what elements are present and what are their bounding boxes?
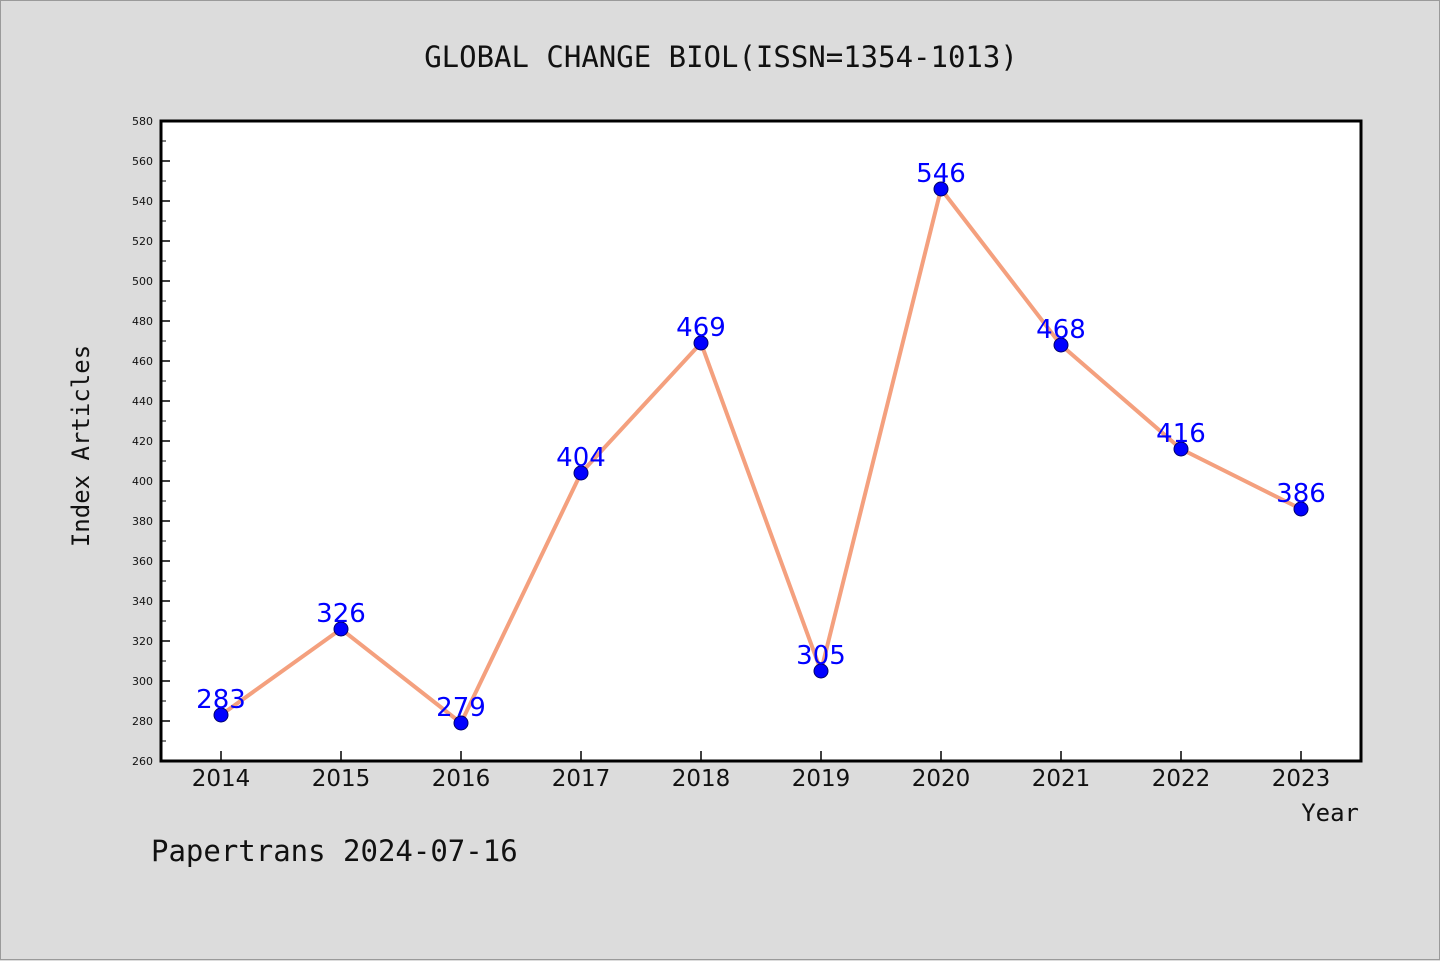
x-tick-label: 2021 [1032, 766, 1091, 792]
y-tick-label: 400 [132, 475, 153, 488]
y-tick-label: 340 [132, 595, 153, 608]
markers-group [213, 181, 1309, 731]
data-label: 416 [1156, 419, 1206, 449]
data-point [213, 707, 229, 723]
data-point [453, 715, 469, 731]
data-label: 386 [1276, 479, 1326, 509]
y-tick-label: 280 [132, 715, 153, 728]
plot-area [159, 119, 1363, 763]
data-point [333, 621, 349, 637]
x-tick-label: 2016 [432, 766, 491, 792]
y-axis: 260 280 300 320 340 360 380 400 420 440 460 480 500 5… [132, 115, 170, 768]
data-label: 283 [196, 685, 246, 715]
y-tick-label: 500 [132, 275, 153, 288]
x-tick-label: 2022 [1152, 766, 1211, 792]
data-labels-group: 283 326 279 404 469 305 546 468 416 386 [196, 159, 1326, 723]
data-point [693, 335, 709, 351]
x-tick-label: 2023 [1272, 766, 1331, 792]
data-label: 404 [556, 443, 606, 473]
x-axis-title: Year [1301, 799, 1359, 827]
x-axis: 2014 2015 2016 2017 2018 2019 2020 2021 2022 2023 [192, 751, 1331, 792]
y-tick-label: 520 [132, 235, 153, 248]
y-tick-label: 360 [132, 555, 153, 568]
data-label: 469 [676, 313, 726, 343]
data-label: 305 [796, 641, 846, 671]
data-point [933, 181, 949, 197]
x-tick-label: 2020 [912, 766, 971, 792]
y-tick-label: 300 [132, 675, 153, 688]
y-tick-label: 480 [132, 315, 153, 328]
chart-title: GLOBAL CHANGE BIOL(ISSN=1354-1013) [424, 40, 1018, 74]
data-label: 279 [436, 693, 486, 723]
footer-text: Papertrans 2024-07-16 [151, 834, 518, 868]
y-tick-label: 560 [132, 155, 153, 168]
x-tick-label: 2017 [552, 766, 611, 792]
y-axis-title: Index Articles [67, 345, 95, 547]
data-point [573, 465, 589, 481]
y-tick-label: 260 [132, 755, 153, 768]
y-tick-label: 540 [132, 195, 153, 208]
y-tick-label: 320 [132, 635, 153, 648]
series-line-group [219, 187, 1302, 725]
series-line [219, 187, 1302, 725]
x-tick-label: 2018 [672, 766, 731, 792]
data-point [1293, 501, 1309, 517]
x-tick-label: 2015 [312, 766, 371, 792]
data-point [813, 663, 829, 679]
data-label: 546 [916, 159, 966, 189]
y-tick-label: 440 [132, 395, 153, 408]
x-tick-label: 2019 [792, 766, 851, 792]
y-tick-label: 580 [132, 115, 153, 128]
x-tick-label: 2014 [192, 766, 251, 792]
data-point [1053, 337, 1069, 353]
data-point [1173, 441, 1189, 457]
data-label: 326 [316, 599, 366, 629]
data-label: 468 [1036, 315, 1086, 345]
y-tick-label: 460 [132, 355, 153, 368]
y-tick-label: 420 [132, 435, 153, 448]
y-tick-label: 380 [132, 515, 153, 528]
